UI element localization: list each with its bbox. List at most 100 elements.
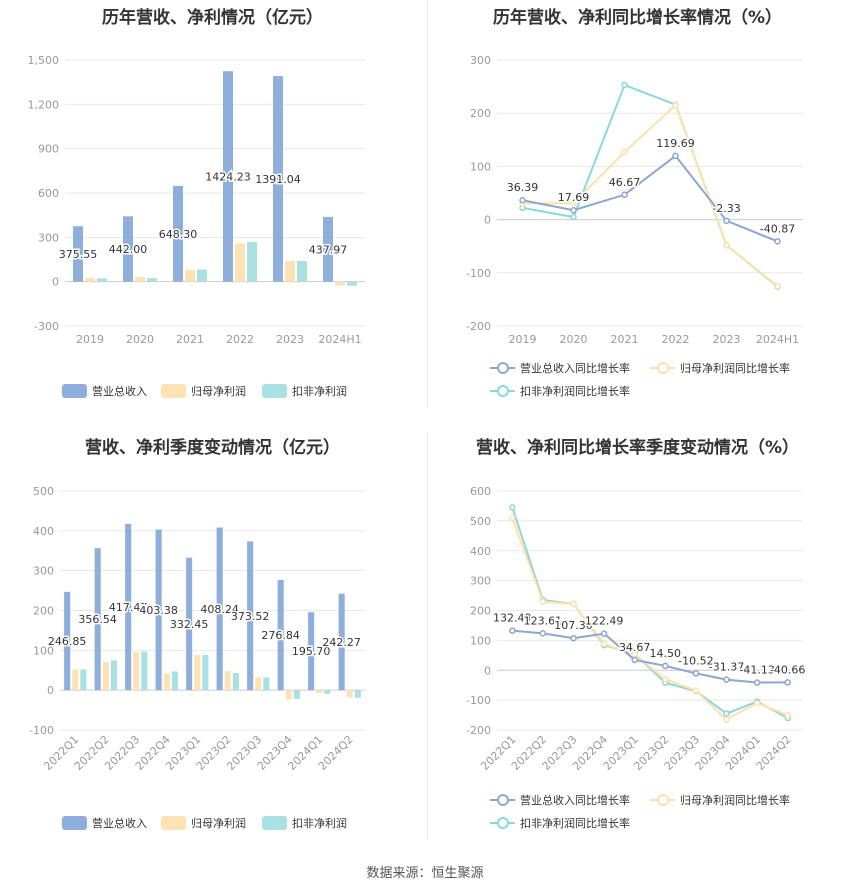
legend-item-deducted-growth[interactable]: 扣非净利润同比增长率 <box>490 815 630 831</box>
data-point <box>509 504 516 511</box>
y-tick-label: 600 <box>470 485 491 498</box>
series-line <box>511 507 789 719</box>
bar-deducted-profit <box>347 281 357 286</box>
bar-deducted-profit <box>297 260 307 282</box>
point-value-label: 17.69 <box>558 191 590 204</box>
data-point <box>753 699 761 707</box>
legend-swatch <box>650 793 675 807</box>
y-tick-label: 300 <box>38 231 59 244</box>
series-line <box>511 517 789 721</box>
bar-net-profit <box>163 673 170 691</box>
legend-swatch <box>490 793 515 807</box>
bar-deducted-profit <box>80 669 87 691</box>
point-value-label: 14.50 <box>650 647 682 660</box>
data-point <box>662 662 669 670</box>
data-point <box>723 710 730 717</box>
point-value-label: 132.49 <box>493 612 532 625</box>
bar-net-profit <box>224 671 231 691</box>
x-tick-label: 2020 <box>560 333 588 346</box>
y-tick-label: -200 <box>466 320 491 333</box>
bar-net-profit <box>85 277 95 282</box>
bar-value-label: 373.52 <box>231 610 270 623</box>
bar-revenue <box>273 76 283 282</box>
chart-title: 历年营收、净利情况（亿元） <box>102 8 323 28</box>
y-tick-label: 200 <box>470 605 491 618</box>
bar-revenue <box>247 541 254 691</box>
data-point <box>600 630 608 637</box>
x-tick-label: 2024H1 <box>318 333 361 346</box>
legend-item-deducted-growth[interactable]: 扣非净利润同比增长率 <box>490 383 630 399</box>
bar-deducted-profit <box>263 677 270 691</box>
y-tick-label: 500 <box>470 515 491 528</box>
y-tick-label: 1,500 <box>28 54 60 67</box>
bar-value-label: 1424.23 <box>205 170 251 183</box>
bar-revenue <box>94 548 101 691</box>
data-point <box>570 600 577 608</box>
legend-item-net-profit[interactable]: 归母净利润 <box>161 383 246 399</box>
legend-item-deducted-profit[interactable]: 扣非净利润 <box>262 815 347 831</box>
bar-deducted-profit <box>147 278 157 282</box>
y-tick-label: -200 <box>466 724 491 737</box>
legend-item-revenue-growth[interactable]: 营业总收入同比增长率 <box>490 792 630 808</box>
bar-deducted-profit <box>197 269 207 282</box>
divider-top <box>427 0 428 408</box>
legend-item-net-profit[interactable]: 归母净利润 <box>161 815 246 831</box>
data-point <box>631 656 638 664</box>
legend-swatch <box>62 816 87 830</box>
point-value-label: -10.52 <box>678 654 713 667</box>
legend-item-deducted-profit[interactable]: 扣非净利润 <box>262 383 347 399</box>
bar-value-label: 648.30 <box>159 228 198 241</box>
legend-item-revenue-growth[interactable]: 营业总收入同比增长率 <box>490 360 630 376</box>
data-point <box>784 711 791 719</box>
bar-revenue <box>308 612 315 691</box>
y-tick-label: 1,200 <box>28 98 60 111</box>
series-line <box>512 629 788 684</box>
bar-net-profit <box>194 655 201 691</box>
legend-item-net-growth[interactable]: 归母净利润同比增长率 <box>650 792 790 808</box>
legend-item-revenue[interactable]: 营业总收入 <box>62 815 147 831</box>
quarterly-growth-panel: 营收、净利同比增长率季度变动情况（%） -200 -100 0 100 200 300 40… <box>425 430 850 850</box>
x-tick-label: 2019 <box>509 333 537 346</box>
data-point <box>723 676 730 683</box>
bar-revenue <box>277 579 284 691</box>
bar-revenue <box>155 529 162 691</box>
data-point <box>672 101 679 109</box>
y-tick-label: 100 <box>470 634 491 647</box>
y-tick-label: 600 <box>38 187 59 200</box>
data-point <box>753 679 761 686</box>
legend-label: 扣非净利润同比增长率 <box>520 817 630 830</box>
x-tick-label: 2022 <box>226 333 254 346</box>
bar-deducted-profit <box>247 242 257 282</box>
bar-net-profit <box>135 276 145 282</box>
legend-label: 扣非净利润同比增长率 <box>520 385 630 398</box>
bar-net-profit <box>102 661 109 691</box>
bar-revenue <box>173 185 183 282</box>
data-point <box>774 238 781 245</box>
bar-revenue <box>125 523 132 691</box>
y-tick-label: 900 <box>38 143 59 156</box>
data-point <box>539 598 547 605</box>
data-point <box>621 191 628 199</box>
legend-swatch <box>262 816 287 830</box>
y-tick-label: -100 <box>466 694 491 707</box>
y-tick-label: 300 <box>470 54 491 67</box>
bar-net-profit <box>235 243 245 282</box>
yearly-revenue-profit-panel: 历年营收、净利情况（亿元） -300 0 300 600 900 1,200 1,500 20… <box>0 0 425 410</box>
y-tick-label: 0 <box>484 214 491 227</box>
bar-deducted-profit <box>110 660 117 691</box>
yearly-growth-panel: 历年营收、净利同比增长率情况（%） -200 -100 0 100 200 300 2019… <box>425 0 850 410</box>
data-point <box>519 196 526 204</box>
legend-swatch <box>650 361 675 375</box>
bar-value-label: 417.47 <box>109 601 148 614</box>
x-tick-label: 2022 <box>662 333 690 346</box>
legend-item-revenue[interactable]: 营业总收入 <box>62 383 147 399</box>
x-tick-label: 2024H1 <box>756 333 799 346</box>
y-tick-label: -100 <box>29 724 54 737</box>
y-tick-label: 400 <box>33 525 54 538</box>
legend-item-net-growth[interactable]: 归母净利润同比增长率 <box>650 360 790 376</box>
bar-deducted-profit <box>141 651 148 691</box>
bar-value-label: 356.54 <box>78 613 117 626</box>
point-value-label: 119.69 <box>656 137 695 150</box>
bar-value-label: 375.55 <box>59 248 98 261</box>
point-value-label: -31.37 <box>709 661 744 674</box>
